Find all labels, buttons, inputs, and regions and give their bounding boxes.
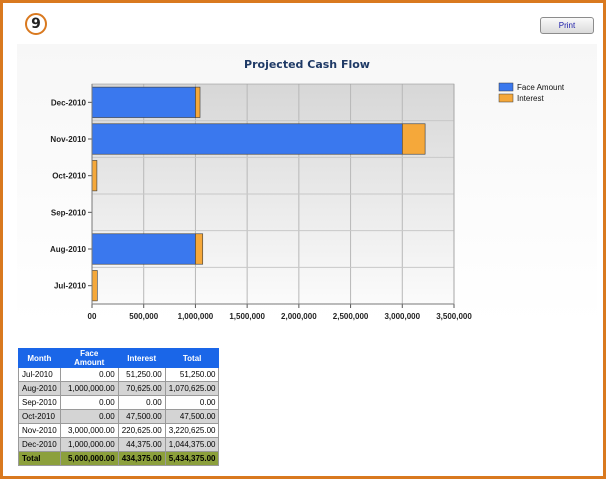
table-row: Aug-2010 1,000,000.00 70,625.00 1,070,62… (18, 381, 220, 396)
table-row: Sep-2010 0.00 0.00 0.00 (18, 395, 220, 410)
cell-total-interest: 434,375.00 (117, 451, 166, 466)
chart-panel: 00 500,000 1,000,000 1,500,000 2,000,000 2,50… (17, 44, 597, 324)
cell-interest: 44,375.00 (117, 437, 166, 452)
cell-interest: 47,500.00 (117, 409, 166, 424)
y-tick-label-jul-2010: Jul-2010 (54, 282, 87, 291)
table-row: Nov-2010 3,000,000.00 220,625.00 3,220,6… (18, 423, 220, 438)
x-tick-label: 1,000,000 (178, 312, 214, 321)
cell-month: Nov-2010 (18, 423, 61, 438)
cell-face-amount: 3,000,000.00 (59, 423, 119, 438)
cell-face-amount: 0.00 (59, 367, 119, 382)
x-tick-label: 2,500,000 (333, 312, 369, 321)
y-tick-label-dec-2010: Dec-2010 (51, 98, 87, 107)
legend-label-interest: Interest (517, 94, 544, 103)
table-row: Oct-2010 0.00 47,500.00 47,500.00 (18, 409, 220, 424)
cell-interest: 0.00 (117, 395, 166, 410)
header-face-amount: Face Amount (59, 348, 119, 368)
header-total: Total (164, 348, 220, 368)
cash-flow-table: Month Face Amount Interest Total Jul-201… (18, 348, 220, 466)
x-tick-label: 3,000,000 (384, 312, 420, 321)
bar-face-amount-nov-2010 (91, 123, 403, 155)
cell-face-amount: 1,000,000.00 (59, 381, 119, 396)
legend-swatch-face-amount (498, 82, 514, 92)
y-tick-label-sep-2010: Sep-2010 (51, 208, 87, 217)
cell-month: Sep-2010 (18, 395, 61, 410)
table-row: Jul-2010 0.00 51,250.00 51,250.00 (18, 367, 220, 382)
cell-month: Jul-2010 (18, 367, 61, 382)
cell-face-amount: 1,000,000.00 (59, 437, 119, 452)
cell-month: Aug-2010 (18, 381, 61, 396)
legend-label-face-amount: Face Amount (517, 83, 565, 92)
header-month: Month (18, 348, 61, 368)
cell-total: 47,500.00 (164, 409, 220, 424)
bar-interest-aug-2010 (195, 233, 204, 265)
bar-face-amount-aug-2010 (91, 233, 196, 265)
cell-face-amount: 0.00 (59, 409, 119, 424)
cell-month: Oct-2010 (18, 409, 61, 424)
header-interest: Interest (117, 348, 166, 368)
cell-total: 1,070,625.00 (164, 381, 220, 396)
cell-total: 1,044,375.00 (164, 437, 220, 452)
cell-face-amount: 0.00 (59, 395, 119, 410)
table-header-row: Month Face Amount Interest Total (18, 348, 220, 368)
cell-total: 3,220,625.00 (164, 423, 220, 438)
chart-title: Projected Cash Flow (244, 58, 370, 71)
table-row: Dec-2010 1,000,000.00 44,375.00 1,044,37… (18, 437, 220, 452)
bar-interest-jul-2010 (91, 270, 98, 302)
projected-cash-flow-chart: 00 500,000 1,000,000 1,500,000 2,000,000 2,50… (50, 58, 565, 321)
x-tick-label: 1,500,000 (229, 312, 265, 321)
cell-total: 51,250.00 (164, 367, 220, 382)
table-total-row: Total 5,000,000.00 434,375.00 5,434,375.… (18, 451, 220, 466)
x-tick-label: 00 (88, 312, 97, 321)
cell-total-face-amount: 5,000,000.00 (59, 451, 119, 466)
cell-total: 0.00 (164, 395, 220, 410)
y-tick-label-aug-2010: Aug-2010 (50, 245, 87, 254)
bar-interest-dec-2010 (195, 86, 201, 118)
bar-interest-nov-2010 (401, 123, 426, 155)
cell-interest: 51,250.00 (117, 367, 166, 382)
y-tick-label-oct-2010: Oct-2010 (52, 172, 86, 181)
x-tick-label: 500,000 (129, 312, 158, 321)
print-button[interactable]: Print (540, 17, 594, 34)
bar-face-amount-dec-2010 (91, 86, 196, 118)
x-tick-label: 3,500,000 (436, 312, 472, 321)
step-number-badge: 9 (25, 13, 47, 35)
cell-month: Dec-2010 (18, 437, 61, 452)
legend-swatch-interest (498, 93, 514, 103)
y-tick-label-nov-2010: Nov-2010 (50, 135, 86, 144)
plot-border (91, 83, 455, 305)
cell-interest: 70,625.00 (117, 381, 166, 396)
cell-total-total: 5,434,375.00 (164, 451, 220, 466)
cell-total-label: Total (18, 451, 61, 466)
x-tick-label: 2,000,000 (281, 312, 317, 321)
bar-interest-oct-2010 (91, 160, 98, 192)
cell-interest: 220,625.00 (117, 423, 166, 438)
